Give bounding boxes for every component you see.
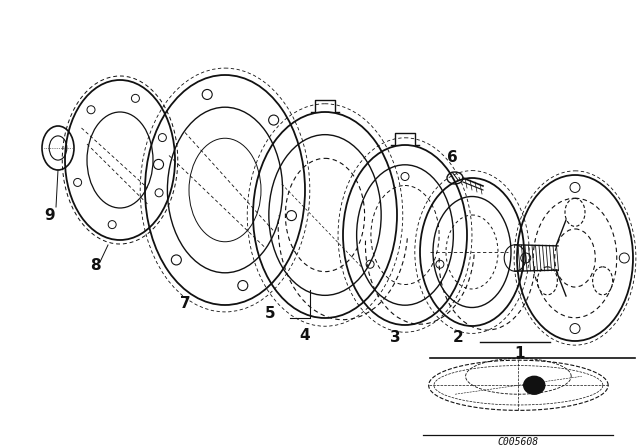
Text: 5: 5	[265, 306, 275, 321]
Text: 9: 9	[45, 208, 55, 223]
Circle shape	[524, 376, 545, 394]
Text: 6: 6	[447, 150, 458, 165]
Text: 8: 8	[90, 258, 100, 273]
Text: 3: 3	[390, 330, 400, 345]
Text: C005608: C005608	[498, 437, 539, 447]
Text: 4: 4	[300, 328, 310, 343]
Text: 7: 7	[180, 296, 190, 311]
Text: 2: 2	[452, 330, 463, 345]
Text: 1: 1	[515, 346, 525, 361]
